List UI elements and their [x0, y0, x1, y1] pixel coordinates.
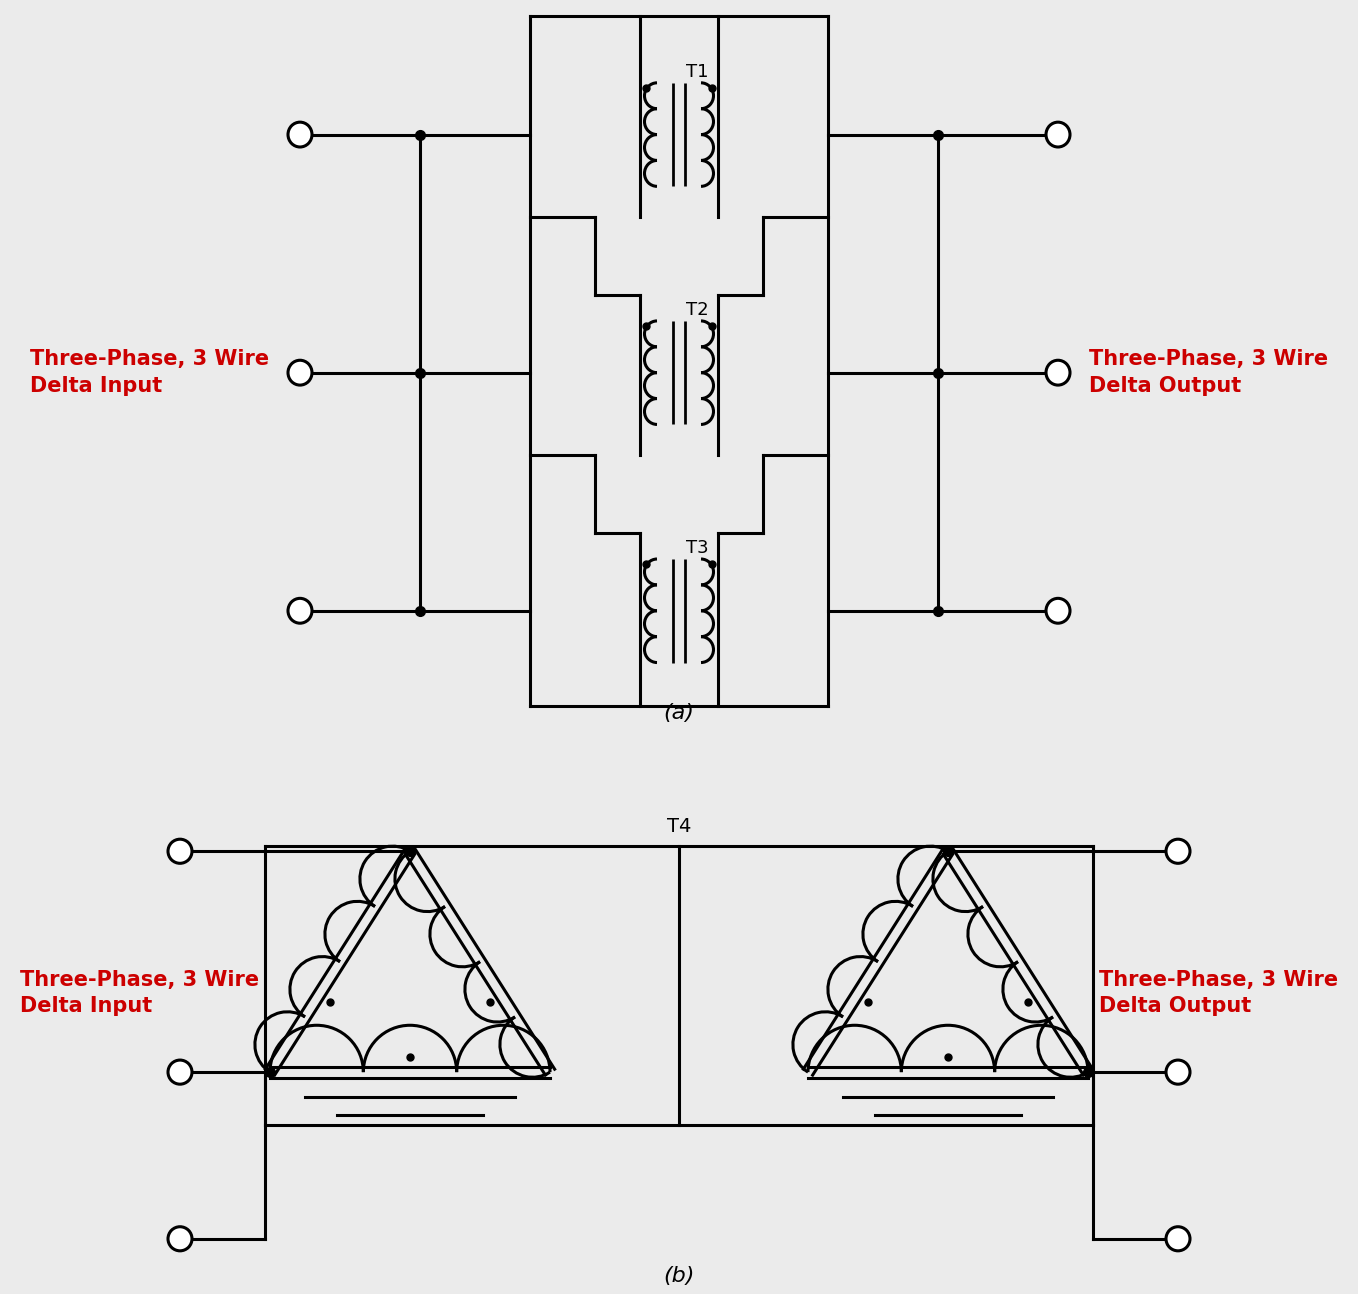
Circle shape: [1167, 840, 1190, 863]
Circle shape: [288, 122, 312, 148]
Circle shape: [288, 360, 312, 386]
Text: T4: T4: [667, 818, 691, 836]
Text: (b): (b): [663, 1266, 695, 1286]
Circle shape: [1046, 360, 1070, 386]
Text: Three-Phase, 3 Wire
Delta Output: Three-Phase, 3 Wire Delta Output: [1099, 969, 1338, 1016]
Text: T2: T2: [686, 300, 709, 318]
Circle shape: [168, 1227, 191, 1251]
Circle shape: [168, 840, 191, 863]
Text: T3: T3: [686, 538, 709, 556]
Circle shape: [1167, 1227, 1190, 1251]
Circle shape: [168, 1060, 191, 1084]
Text: T1: T1: [686, 62, 709, 80]
Text: Three-Phase, 3 Wire
Delta Output: Three-Phase, 3 Wire Delta Output: [1089, 349, 1328, 396]
Circle shape: [1046, 598, 1070, 624]
Text: Three-Phase, 3 Wire
Delta Input: Three-Phase, 3 Wire Delta Input: [20, 969, 259, 1016]
Circle shape: [1046, 122, 1070, 148]
Circle shape: [288, 598, 312, 624]
Circle shape: [1167, 1060, 1190, 1084]
Text: (a): (a): [664, 703, 694, 722]
Text: Three-Phase, 3 Wire
Delta Input: Three-Phase, 3 Wire Delta Input: [30, 349, 269, 396]
